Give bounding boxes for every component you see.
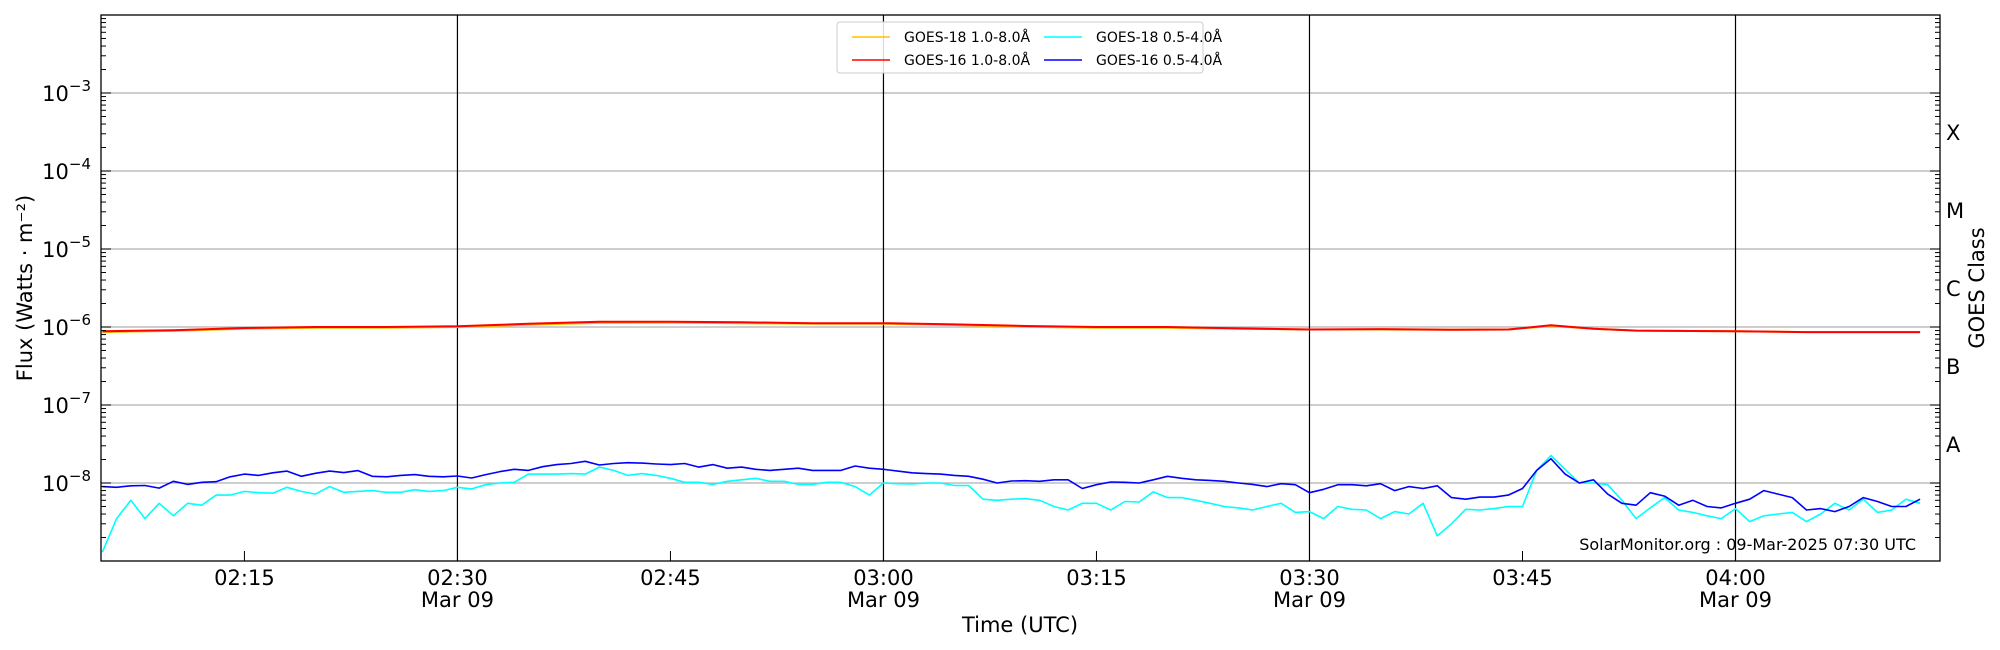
legend-box (836, 21, 1204, 74)
right-axis-ticks: A B C M X (1930, 14, 1964, 562)
x-tick-date-label: Mar 09 (1699, 588, 1772, 612)
y-tick-label: 10−8 (42, 467, 91, 496)
series-line (102, 320, 1921, 334)
watermark: SolarMonitor.org : 09-Mar-2025 07:30 UTC (1579, 535, 1916, 554)
legend-label: GOES-16 1.0-8.0Å (904, 52, 1030, 69)
x-tick-date-label: Mar 09 (847, 588, 920, 612)
x-tick-label: 02:45 (640, 566, 701, 590)
goes-class-label: A (1946, 433, 1961, 457)
legend: GOES-18 1.0-8.0Å GOES-16 1.0-8.0Å GOES-18 … (836, 21, 1222, 74)
x-tick-label: 03:30 (1279, 566, 1340, 590)
series-line (102, 457, 1921, 513)
x-tick-label: 02:30 (427, 566, 488, 590)
x-tick-label: 03:45 (1492, 566, 1553, 590)
series-lines (101, 320, 1921, 553)
goes-class-label: M (1946, 199, 1964, 223)
x-tick-date-label: Mar 09 (1273, 588, 1346, 612)
y-tick-label: 10−7 (42, 389, 91, 418)
y-tick-label: 10−5 (42, 233, 91, 262)
series-line (101, 454, 1921, 553)
x-tick-label: 03:15 (1066, 566, 1127, 590)
x-tick-label: 03:00 (853, 566, 914, 590)
goes-class-label: C (1946, 277, 1961, 301)
y-axis-ticks: 10−8 10−7 10−6 10−5 10−4 10−3 (42, 14, 111, 562)
major-time-lines (456, 15, 1737, 561)
right-axis-label: GOES Class (1965, 227, 1989, 348)
legend-label: GOES-18 1.0-8.0Å (904, 29, 1030, 46)
x-tick-label: 04:00 (1705, 566, 1766, 590)
y-axis-label: Flux (Watts · m⁻²) (13, 195, 37, 381)
grid (101, 92, 1940, 484)
x-tick-date-label: Mar 09 (421, 588, 494, 612)
legend-label: GOES-16 0.5-4.0Å (1096, 52, 1222, 69)
plot-frame (100, 14, 1941, 562)
legend-label: GOES-18 0.5-4.0Å (1096, 29, 1222, 46)
goes-class-label: B (1946, 355, 1960, 379)
y-tick-label: 10−6 (42, 311, 91, 340)
x-tick-label: 02:15 (214, 566, 275, 590)
y-tick-label: 10−3 (42, 77, 91, 106)
goes-class-label: X (1946, 121, 1960, 145)
y-tick-label: 10−4 (42, 155, 91, 184)
x-axis-label: Time (UTC) (961, 613, 1078, 637)
